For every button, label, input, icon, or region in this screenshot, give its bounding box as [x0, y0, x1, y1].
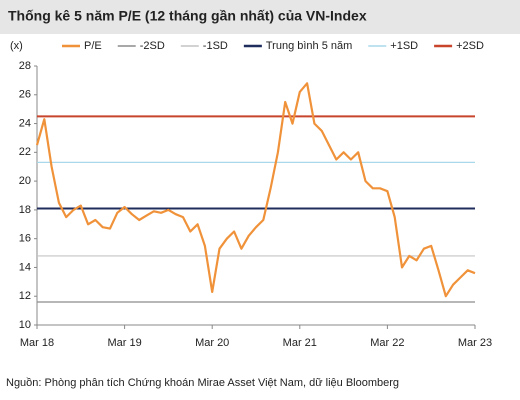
y-tick-label: 14: [19, 261, 31, 273]
x-tick-label: Mar 23: [458, 337, 492, 349]
y-tick-label: 22: [19, 146, 31, 158]
x-tick-label: Mar 18: [20, 337, 54, 349]
y-tick-label: 20: [19, 175, 31, 187]
title-band: [0, 0, 520, 34]
x-tick-label: Mar 19: [107, 337, 141, 349]
y-tick-label: 10: [19, 319, 31, 331]
legend-label: +1SD: [390, 40, 418, 52]
legend-label: -2SD: [140, 40, 165, 52]
source-note: Nguồn: Phòng phân tích Chứng khoán Mirae…: [6, 377, 399, 389]
legend-label: -1SD: [203, 40, 228, 52]
legend-label: Trung bình 5 năm: [266, 40, 352, 52]
pe-line: [35, 82, 476, 298]
y-tick-label: 28: [19, 60, 31, 72]
y-axis-label: (x): [10, 40, 23, 52]
x-tick-label: Mar 21: [283, 337, 317, 349]
x-tick-label: Mar 20: [195, 337, 229, 349]
y-tick-label: 16: [19, 233, 31, 245]
legend-label: P/E: [84, 40, 102, 52]
chart-title: Thống kê 5 năm P/E (12 tháng gần nhất) c…: [8, 8, 367, 24]
legend-label: +2SD: [456, 40, 484, 52]
x-tick-label: Mar 22: [370, 337, 404, 349]
y-tick-label: 12: [19, 290, 31, 302]
y-tick-label: 18: [19, 204, 31, 216]
y-tick-label: 24: [19, 117, 31, 129]
y-tick-label: 26: [19, 89, 31, 101]
